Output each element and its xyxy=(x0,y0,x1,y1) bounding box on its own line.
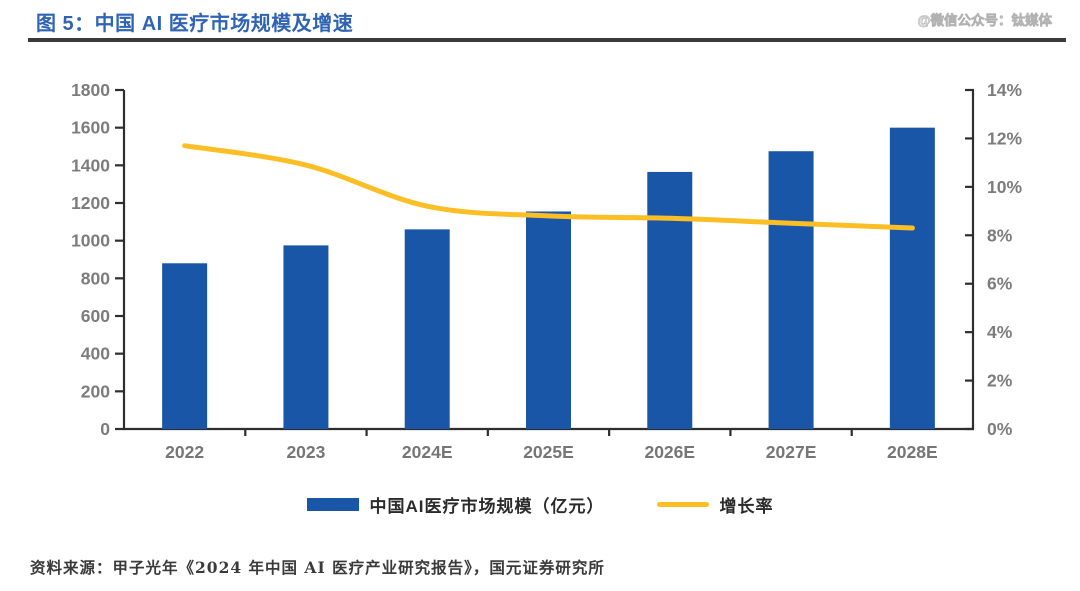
y-axis-left-tick-label: 1000 xyxy=(71,231,110,251)
y-axis-right-tick-label: 10% xyxy=(987,177,1022,197)
source-note: 资料来源：甲子光年《2024 年中国 AI 医疗产业研究报告》，国元证券研究所 xyxy=(30,558,605,577)
y-axis-right-tick-label: 14% xyxy=(987,80,1022,100)
y-axis-right-tick-label: 12% xyxy=(987,128,1022,148)
y-axis-left-tick-label: 800 xyxy=(81,268,110,288)
growth-rate-line xyxy=(182,143,915,231)
x-axis-label-2024E: 2024E xyxy=(402,442,453,462)
x-axis-label-2026E: 2026E xyxy=(644,442,695,462)
bar-2025E xyxy=(526,211,571,429)
bar-2027E xyxy=(768,151,814,430)
legend-label-growth-rate: 增长率 xyxy=(719,497,774,516)
title-divider xyxy=(28,38,1066,42)
bar-2023 xyxy=(283,245,329,429)
x-axis-label-2023: 2023 xyxy=(286,442,325,462)
y-axis-left-tick-label: 1800 xyxy=(71,80,110,100)
y-axis-left-tick-label: 400 xyxy=(81,344,110,364)
y-axis-right-tick-label: 2% xyxy=(987,371,1013,391)
x-axis-label-2027E: 2027E xyxy=(766,442,817,462)
y-axis-left-tick-label: 200 xyxy=(81,381,110,401)
y-axis-left-tick-label: 1600 xyxy=(71,118,110,138)
y-axis-right-tick-label: 6% xyxy=(987,274,1013,294)
x-axis-label-2028E: 2028E xyxy=(887,442,938,462)
bar-2022 xyxy=(162,263,208,429)
y-axis-right-tick-label: 0% xyxy=(987,419,1013,439)
y-axis-left-tick-label: 0 xyxy=(100,419,110,439)
y-axis-left-tick-label: 1200 xyxy=(71,193,110,213)
legend-label-market-size: 中国AI医疗市场规模（亿元） xyxy=(369,497,605,516)
figure-title: 图 5：中国 AI 医疗市场规模及增速 xyxy=(36,13,354,35)
y-axis-right-tick-label: 8% xyxy=(987,225,1013,245)
x-axis-label-2025E: 2025E xyxy=(523,442,574,462)
x-axis-label-2022: 2022 xyxy=(165,442,204,462)
bar-2026E xyxy=(647,171,693,430)
legend-item-market-size: 中国AI医疗市场规模（亿元） xyxy=(306,492,605,517)
bar-series-swatch-icon xyxy=(306,498,359,511)
line-series-swatch-icon xyxy=(656,502,709,507)
chart-legend: 中国AI医疗市场规模（亿元） 增长率 xyxy=(0,492,1080,517)
bar-2024E xyxy=(404,229,450,429)
bar-2028E xyxy=(889,127,935,430)
chart-plot: 0 200 400 600 800 1000 1200 1400 1600 1800 0% 2% 4% 6… xyxy=(71,80,1022,462)
y-axis-right-tick-label: 4% xyxy=(987,322,1013,342)
y-axis-left-tick-label: 1400 xyxy=(71,155,110,175)
legend-item-growth-rate: 增长率 xyxy=(656,492,774,517)
wechat-watermark: @微信公众号：钛媒体 xyxy=(917,13,1052,29)
y-axis-left-tick-label: 600 xyxy=(81,306,110,326)
